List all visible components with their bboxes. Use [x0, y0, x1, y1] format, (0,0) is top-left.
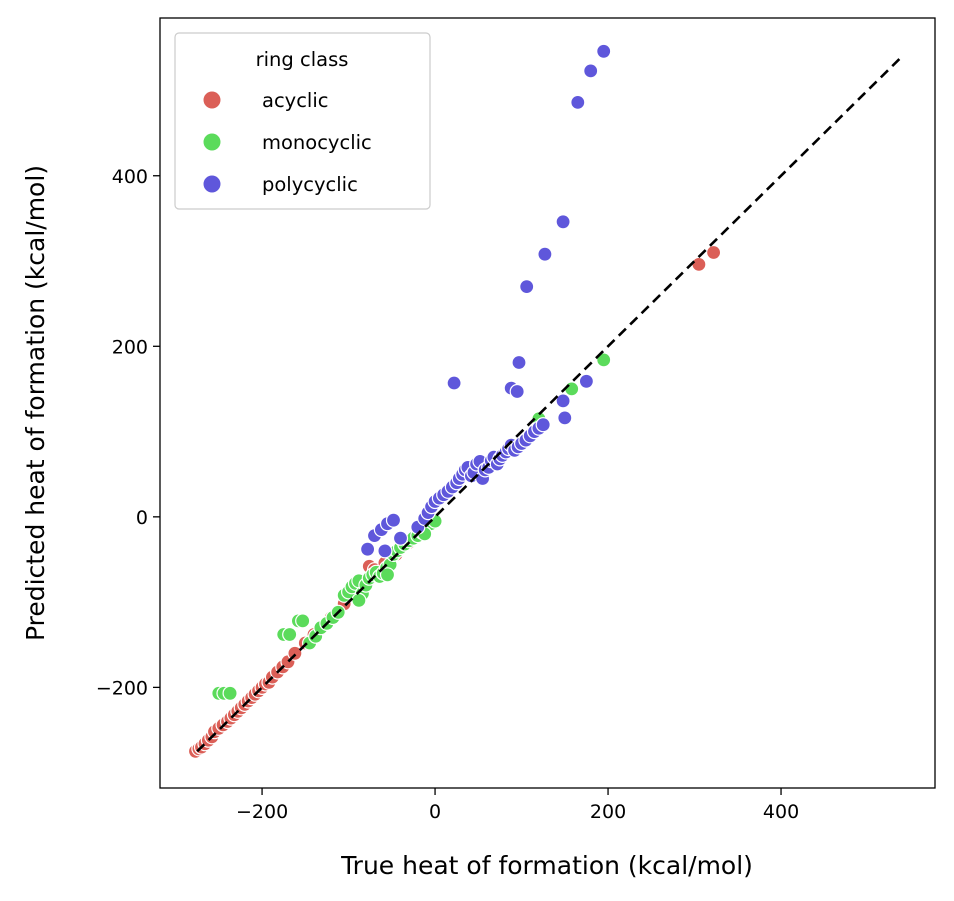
data-point-polycyclic — [360, 541, 376, 557]
x-tick-label: 0 — [429, 801, 441, 823]
data-point-polycyclic — [570, 94, 586, 111]
legend-label-acyclic: acyclic — [262, 89, 329, 112]
series-polycyclic — [360, 43, 612, 559]
y-tick-label: −200 — [96, 677, 148, 699]
data-point-polycyclic — [535, 417, 551, 433]
data-point-polycyclic — [519, 279, 535, 295]
legend: ring class acyclic monocyclic polycyclic — [174, 32, 431, 210]
data-point-polycyclic — [509, 383, 525, 400]
data-point-polycyclic — [537, 246, 553, 262]
y-tick-label: 200 — [112, 336, 148, 358]
data-point-polycyclic — [578, 373, 595, 389]
y-tick-label: 0 — [136, 507, 148, 529]
data-point-polycyclic — [555, 393, 571, 409]
data-point-polycyclic — [555, 214, 571, 230]
legend-marker-monocyclic — [203, 133, 221, 151]
y-axis: −200 0 200 400 — [96, 166, 160, 699]
legend-marker-acyclic — [203, 91, 221, 109]
legend-title: ring class — [256, 48, 349, 71]
data-point-monocyclic — [379, 567, 396, 583]
x-tick-label: 400 — [763, 801, 799, 823]
data-point-polycyclic — [392, 530, 409, 546]
reference-line — [196, 55, 904, 753]
data-point-acyclic — [691, 256, 707, 272]
plot-frame — [159, 17, 936, 789]
y-tick-label: 400 — [112, 166, 148, 188]
data-point-polycyclic — [557, 410, 573, 426]
data-point-monocyclic — [596, 352, 612, 368]
data-point-monocyclic — [295, 613, 311, 629]
x-axis: −200 0 200 400 — [236, 788, 799, 823]
data-point-monocyclic — [351, 592, 367, 609]
data-point-polycyclic — [385, 512, 402, 528]
series-monocyclic — [211, 352, 612, 701]
x-tick-label: −200 — [236, 801, 288, 823]
data-point-polycyclic — [377, 543, 393, 559]
y-axis-label: Predicted heat of formation (kcal/mol) — [21, 165, 50, 641]
x-axis-label: True heat of formation (kcal/mol) — [340, 851, 753, 880]
legend-label-polycyclic: polycyclic — [262, 173, 358, 196]
data-point-polycyclic — [596, 43, 612, 59]
legend-label-monocyclic: monocyclic — [262, 131, 372, 154]
data-point-polycyclic — [446, 375, 462, 391]
legend-marker-polycyclic — [203, 175, 221, 193]
x-tick-label: 200 — [590, 801, 626, 823]
data-point-monocyclic — [564, 381, 580, 397]
data-point-acyclic — [705, 244, 722, 261]
data-point-polycyclic — [583, 63, 599, 79]
data-point-monocyclic — [222, 685, 238, 701]
legend-box — [174, 32, 431, 210]
data-point-polycyclic — [511, 354, 527, 371]
data-point-monocyclic — [282, 626, 298, 643]
